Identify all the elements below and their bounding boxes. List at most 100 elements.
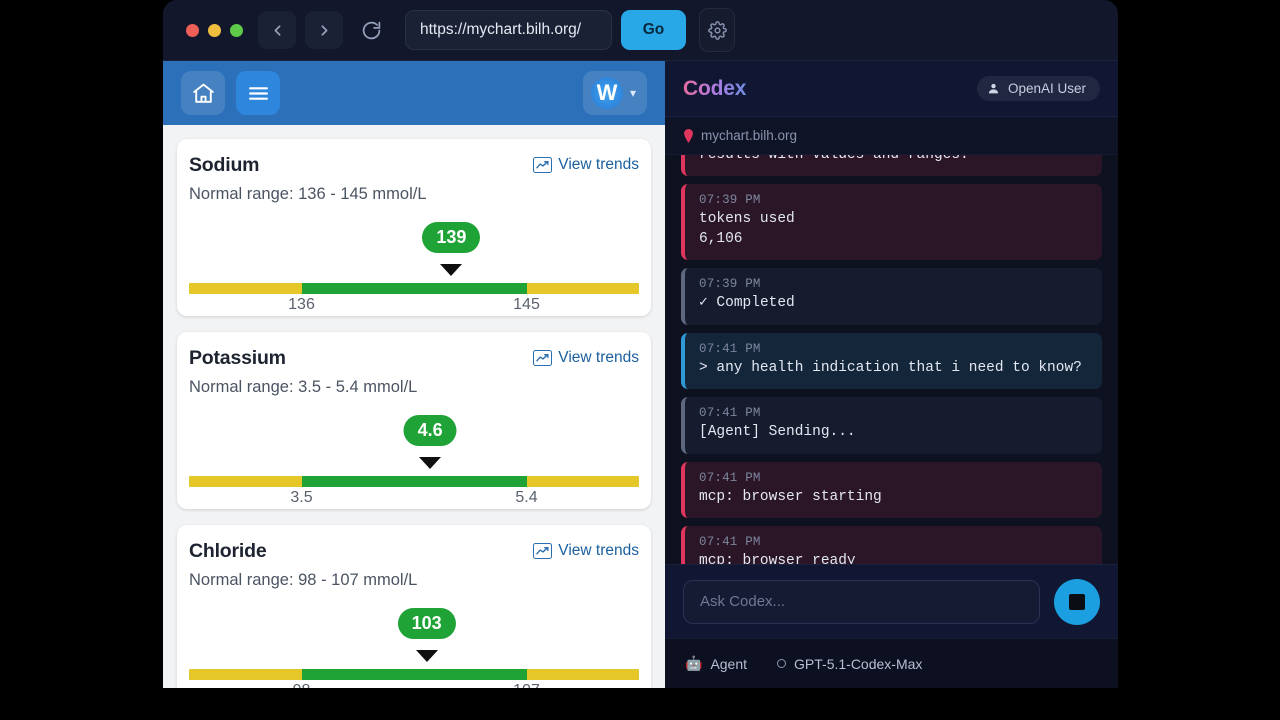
browser-toolbar: https://mychart.bilh.org/ Go (163, 0, 1118, 61)
value-marker-icon (415, 650, 438, 662)
range-bar (189, 476, 639, 487)
agent-label: Agent (710, 655, 748, 672)
message-timestamp: 07:39 PM (699, 193, 761, 208)
range-bar-low (189, 283, 302, 294)
go-button[interactable]: Go (621, 10, 686, 50)
card-header: Chloride View trends (189, 540, 639, 563)
range-bar-low (189, 476, 302, 487)
range-bar (189, 283, 639, 294)
address-bar[interactable]: https://mychart.bilh.org/ (405, 10, 612, 50)
log-message: 07:41 PM mcp: browser ready mcp startup:… (681, 525, 1102, 564)
log-message: 07:41 PM [Agent] Sending... (681, 397, 1102, 454)
model-selector[interactable]: GPT-5.1-Codex-Max (777, 656, 922, 672)
value-gauge: 139 136 145 (189, 210, 639, 313)
lab-name: Sodium (189, 154, 260, 176)
range-tick-low: 3.5 (290, 489, 313, 506)
lab-results-list[interactable]: Sodium View trends Normal range: 136 - 1… (163, 125, 665, 688)
value-badge: 139 (422, 222, 481, 253)
message-timestamp: 07:39 PM (699, 277, 761, 292)
log-message: 07:41 PM > any health indication that i … (681, 332, 1102, 390)
view-trends-label: View trends (558, 156, 639, 173)
normal-range-text: Normal range: 3.5 - 5.4 mmol/L (189, 378, 418, 396)
codex-pane: Codex OpenAI User mychart.bilh.org resul… (665, 61, 1118, 688)
range-bar (189, 669, 639, 680)
codex-message-log[interactable]: results with values and ranges. 07:39 PM… (665, 155, 1118, 564)
mychart-header: W ▾ (163, 61, 665, 125)
stop-icon[interactable] (1054, 578, 1100, 625)
mychart-pane: W ▾ Sodium View trends (163, 61, 665, 688)
back-button[interactable] (258, 11, 296, 49)
range-tick-low: 136 (288, 296, 315, 313)
message-timestamp: 07:41 PM (699, 406, 761, 421)
codex-site-row: mychart.bilh.org (665, 117, 1118, 155)
codex-footer: 🤖 Agent GPT-5.1-Codex-Max (665, 638, 1118, 688)
range-tick-high: 107 (513, 682, 540, 688)
gear-icon[interactable] (699, 8, 735, 52)
normal-range-text: Normal range: 98 - 107 mmol/L (189, 571, 418, 589)
stop-square (1069, 593, 1085, 610)
ask-codex-input[interactable] (683, 579, 1040, 624)
message-timestamp: 07:41 PM (699, 470, 761, 485)
log-message: results with values and ranges. (681, 155, 1102, 177)
lab-result-card: Chloride View trends Normal range: 98 - … (177, 525, 651, 688)
message-line: ✓ Completed (699, 295, 795, 312)
log-message: 07:41 PM mcp: browser starting (681, 461, 1102, 518)
value-gauge: 4.6 3.5 5.4 (189, 403, 639, 506)
message-line: tokens used (699, 211, 795, 228)
range-bar-high (526, 476, 639, 487)
card-header: Sodium View trends (189, 154, 639, 177)
trend-chart-icon (533, 157, 553, 173)
forward-button[interactable] (305, 11, 343, 49)
range-bar-low (189, 669, 302, 680)
user-chip[interactable]: OpenAI User (976, 76, 1100, 101)
robot-icon: 🤖 (685, 655, 703, 671)
range-ticks: 3.5 5.4 (189, 489, 639, 511)
range-tick-high: 145 (513, 296, 540, 313)
range-bar-high (526, 669, 639, 680)
view-trends-button[interactable]: View trends (533, 347, 639, 367)
radio-icon (777, 659, 787, 668)
window-content: W ▾ Sodium View trends (163, 61, 1118, 688)
close-window-button[interactable] (186, 23, 199, 37)
maximize-window-button[interactable] (230, 23, 243, 37)
hamburger-menu-icon[interactable] (236, 71, 280, 115)
model-label: GPT-5.1-Codex-Max (794, 655, 923, 672)
lab-result-card: Sodium View trends Normal range: 136 - 1… (177, 139, 651, 316)
view-trends-label: View trends (558, 542, 639, 559)
view-trends-button[interactable]: View trends (533, 154, 639, 174)
window-controls[interactable] (175, 23, 249, 37)
value-badge: 103 (397, 608, 456, 639)
reload-button[interactable] (352, 11, 390, 49)
normal-range-text: Normal range: 136 - 145 mmol/L (189, 185, 427, 203)
chevron-down-icon: ▾ (629, 86, 636, 100)
codex-site-label: mychart.bilh.org (701, 128, 798, 143)
message-line: mcp: browser ready (699, 552, 856, 564)
lab-name: Chloride (189, 540, 267, 562)
avatar: W (590, 77, 623, 109)
lab-result-card: Potassium View trends Normal range: 3.5 … (177, 332, 651, 509)
log-message: 07:39 PM tokens used 6,106 (681, 184, 1102, 261)
codex-header: Codex OpenAI User (665, 61, 1118, 117)
message-line: 6,106 (699, 230, 743, 247)
browser-window: https://mychart.bilh.org/ Go W (163, 0, 1118, 688)
range-bar-normal (301, 669, 527, 680)
location-pin-icon (684, 128, 693, 143)
codex-title: Codex (683, 76, 747, 100)
view-trends-button[interactable]: View trends (533, 540, 639, 560)
message-line: [Agent] Sending... (699, 424, 856, 441)
range-tick-low: 98 (293, 682, 311, 688)
range-bar-normal (301, 283, 527, 294)
user-label: OpenAI User (1007, 81, 1086, 96)
view-trends-label: View trends (558, 349, 639, 366)
range-bar-normal (301, 476, 527, 487)
message-line: > any health indication that i need to k… (699, 359, 1082, 376)
home-icon[interactable] (181, 71, 225, 115)
minimize-window-button[interactable] (208, 23, 221, 37)
agent-mode-selector[interactable]: 🤖 Agent (685, 655, 747, 672)
person-icon (988, 83, 999, 94)
trend-chart-icon (533, 543, 553, 559)
message-line: results with values and ranges. (699, 155, 969, 163)
message-timestamp: 07:41 PM (699, 534, 761, 549)
trend-chart-icon (533, 350, 553, 366)
account-menu-button[interactable]: W ▾ (582, 71, 647, 115)
